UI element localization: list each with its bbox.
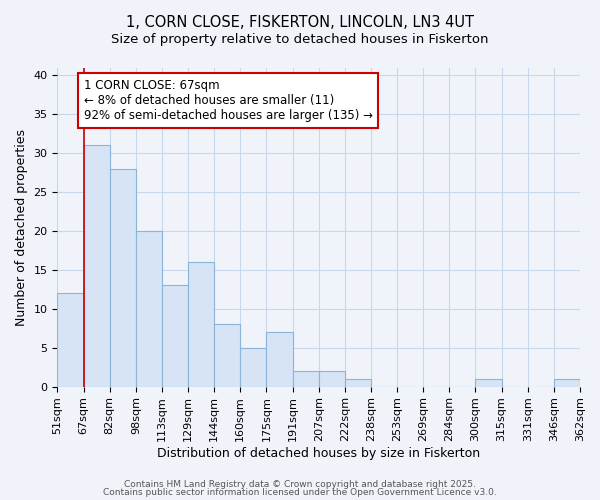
Bar: [554, 379, 580, 386]
Bar: [110, 168, 136, 386]
Bar: [293, 371, 319, 386]
Text: Size of property relative to detached houses in Fiskerton: Size of property relative to detached ho…: [111, 32, 489, 46]
Bar: [266, 332, 293, 386]
X-axis label: Distribution of detached houses by size in Fiskerton: Distribution of detached houses by size …: [157, 447, 480, 460]
Bar: [188, 262, 214, 386]
Bar: [241, 348, 266, 387]
Bar: [319, 371, 345, 386]
Bar: [475, 379, 502, 386]
Y-axis label: Number of detached properties: Number of detached properties: [15, 128, 28, 326]
Text: Contains public sector information licensed under the Open Government Licence v3: Contains public sector information licen…: [103, 488, 497, 497]
Text: 1, CORN CLOSE, FISKERTON, LINCOLN, LN3 4UT: 1, CORN CLOSE, FISKERTON, LINCOLN, LN3 4…: [126, 15, 474, 30]
Bar: [136, 231, 162, 386]
Bar: [214, 324, 241, 386]
Bar: [83, 146, 110, 386]
Text: 1 CORN CLOSE: 67sqm
← 8% of detached houses are smaller (11)
92% of semi-detache: 1 CORN CLOSE: 67sqm ← 8% of detached hou…: [83, 78, 373, 122]
Bar: [58, 293, 83, 386]
Text: Contains HM Land Registry data © Crown copyright and database right 2025.: Contains HM Land Registry data © Crown c…: [124, 480, 476, 489]
Bar: [162, 286, 188, 386]
Bar: [345, 379, 371, 386]
